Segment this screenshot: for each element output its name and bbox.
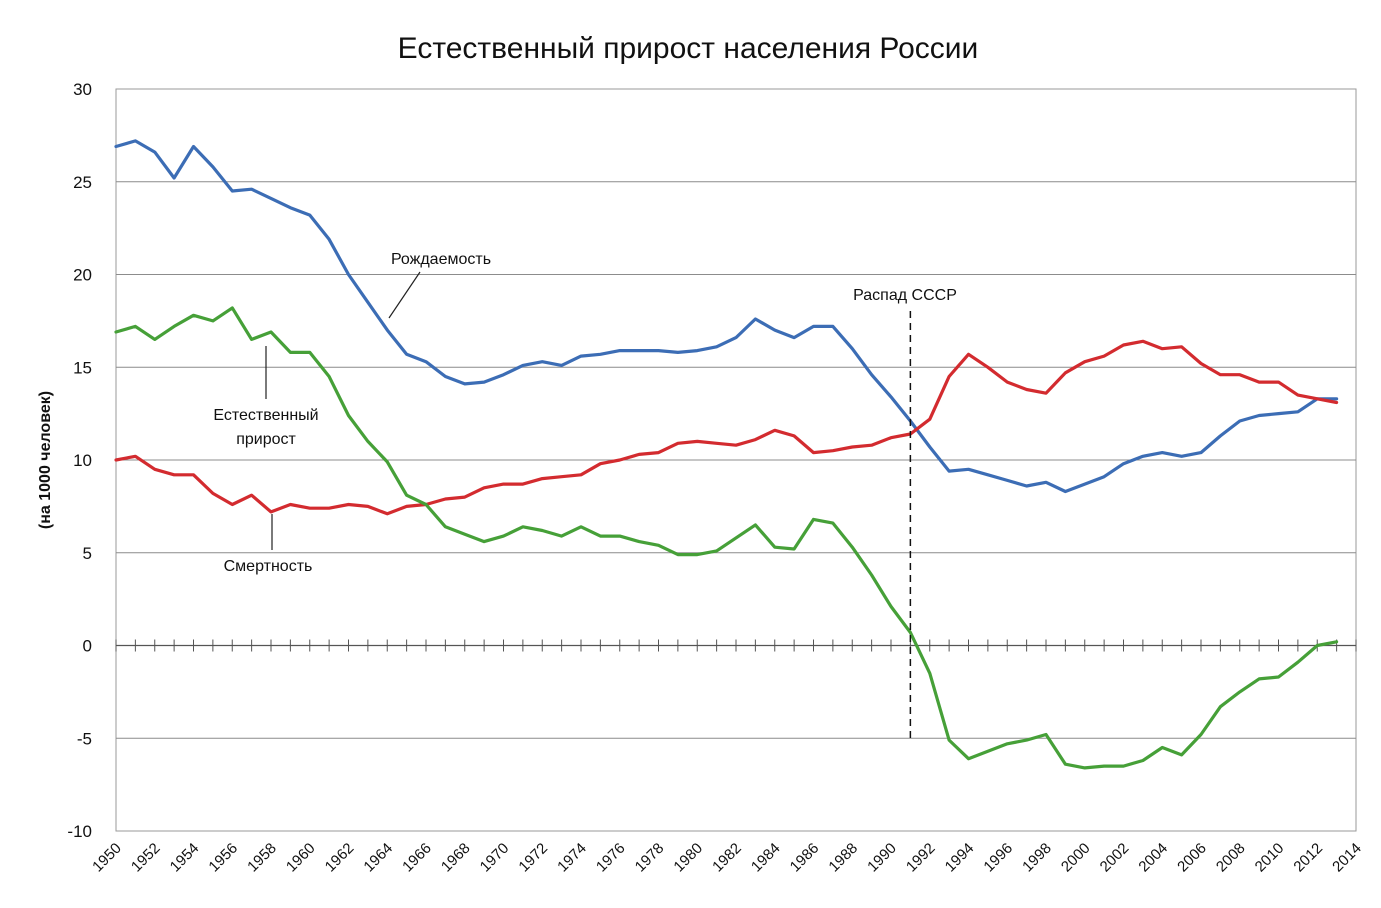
y-tick-label: 20 (73, 266, 92, 285)
y-tick-label: 10 (73, 451, 92, 470)
x-tick-label: 1972 (515, 840, 551, 876)
annotation-natural-label-line1: Естественный (213, 407, 318, 424)
annotation-ussr-label: Распад СССР (853, 287, 957, 304)
x-tick-label: 1974 (554, 840, 590, 876)
x-tick-label: 1956 (205, 840, 241, 876)
y-tick-label: 15 (73, 358, 92, 377)
x-tick-label: 1968 (438, 840, 474, 876)
x-tick-label: 1990 (864, 840, 900, 876)
x-tick-label: 2012 (1290, 840, 1326, 876)
x-tick-label: 1950 (89, 840, 125, 876)
x-tick-label: 1960 (283, 840, 319, 876)
annotation-birth-label: Рождаемость (391, 251, 491, 268)
x-tick-label: 1954 (167, 840, 203, 876)
x-tick-label: 1952 (128, 840, 164, 876)
chart-title: Естественный прирост населения России (398, 32, 979, 65)
x-tick-label: 1992 (903, 840, 939, 876)
x-tick-label: 2014 (1329, 840, 1365, 876)
y-tick-label: 25 (73, 173, 92, 192)
x-tick-label: 2008 (1213, 840, 1249, 876)
x-tick-label: 2010 (1252, 840, 1288, 876)
x-tick-label: 1980 (670, 840, 706, 876)
x-tick-label: 2006 (1174, 840, 1210, 876)
x-tick-label: 1996 (980, 840, 1016, 876)
x-tick-label: 1994 (942, 840, 978, 876)
x-tick-label: 1984 (748, 840, 784, 876)
y-tick-label: 0 (83, 637, 92, 656)
grid-lines (115, 88, 1357, 832)
annotation-death-label: Смертность (224, 558, 313, 575)
x-tick-label: 1982 (709, 840, 745, 876)
annotations (265, 271, 912, 738)
x-tick-label: 1998 (1019, 840, 1055, 876)
annotation-natural-label-line2: прирост (236, 431, 296, 448)
x-tick-label: 1964 (360, 840, 396, 876)
series-line-birth (114, 139, 1339, 494)
y-tick-label: 30 (73, 80, 92, 99)
x-tick-label: 1966 (399, 840, 435, 876)
y-tick-label: -10 (67, 822, 92, 841)
x-tick-label: 2004 (1135, 840, 1171, 876)
x-tick-label: 1986 (787, 840, 823, 876)
x-tick-label: 2000 (1058, 840, 1094, 876)
annotation-birth-leader (388, 271, 421, 319)
x-tick-label: 1988 (825, 840, 861, 876)
y-tick-label: -5 (77, 729, 92, 748)
series-line-death (114, 339, 1339, 516)
x-tick-label: 1970 (477, 840, 513, 876)
x-tick-label: 2002 (1097, 840, 1133, 876)
x-tick-label: 1976 (593, 840, 629, 876)
series-line-natural (114, 306, 1339, 770)
x-tick-label: 1958 (244, 840, 280, 876)
x-tick-label: 1978 (632, 840, 668, 876)
y-axis-label: (на 1000 человек) (37, 391, 54, 529)
series-lines (114, 139, 1339, 770)
y-tick-label: 5 (83, 544, 92, 563)
x-tick-label: 1962 (322, 840, 358, 876)
